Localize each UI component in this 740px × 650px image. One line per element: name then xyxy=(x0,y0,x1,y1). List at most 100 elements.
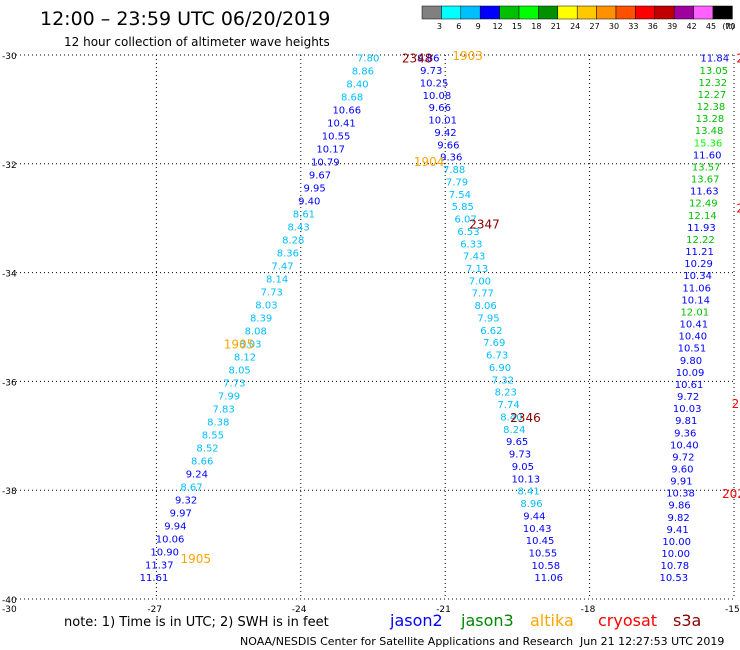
swh-value: 10.25 xyxy=(420,78,449,89)
swh-value: 6.90 xyxy=(489,363,511,374)
satellite-legend-cryosat: cryosat xyxy=(598,611,657,630)
colorbar: 3 6 9 12 15 18 21 24 27 30 33 36 39 42 45 70(ft) xyxy=(421,5,735,31)
swh-value: 9.73 xyxy=(420,66,442,77)
swh-value: 10.34 xyxy=(683,271,712,282)
colorbar-unit: (ft) xyxy=(722,22,734,31)
swh-value: 9.05 xyxy=(512,462,534,473)
swh-value: 9.95 xyxy=(304,184,326,195)
colorbar-swatch xyxy=(460,5,481,20)
satellite-legend-jason3: jason3 xyxy=(460,611,514,630)
swh-value: 9.82 xyxy=(667,513,689,524)
swh-value: 9.72 xyxy=(677,392,699,403)
swh-value: 8.40 xyxy=(500,412,522,423)
swh-value: 11.61 xyxy=(140,573,169,584)
pass-time-label: 2026 xyxy=(736,201,740,215)
colorbar-swatch xyxy=(538,5,559,20)
swh-value: 11.06 xyxy=(682,283,711,294)
swh-value: 6.07 xyxy=(454,215,476,226)
swh-value: 8.03 xyxy=(239,339,261,350)
swh-value: 10.41 xyxy=(327,119,356,130)
swh-value: 5.85 xyxy=(452,202,474,213)
swh-value: 10.79 xyxy=(311,158,340,169)
swh-value: 8.14 xyxy=(266,275,288,286)
swh-value: 13.05 xyxy=(699,66,728,77)
swh-value: 7.73 xyxy=(261,288,283,299)
swh-value: 8.12 xyxy=(234,352,256,363)
pass-time-label: 2346 xyxy=(510,411,541,425)
swh-value: 10.13 xyxy=(511,474,540,485)
swh-value: 10.43 xyxy=(523,524,552,535)
swh-value: 7.95 xyxy=(477,313,499,324)
pass-time-label: 2348 xyxy=(402,52,433,66)
swh-value: 10.38 xyxy=(666,489,695,500)
swh-value: 10.00 xyxy=(662,537,691,548)
colorbar-swatch xyxy=(499,5,520,20)
swh-value: 8.67 xyxy=(180,482,202,493)
swh-value: 8.96 xyxy=(520,499,542,510)
swh-value: 10.08 xyxy=(423,91,452,102)
colorbar-label: 70 xyxy=(725,22,735,31)
swh-value: 10.41 xyxy=(679,320,708,331)
swh-value: 8.03 xyxy=(255,300,277,311)
colorbar-label: 24 xyxy=(570,22,580,31)
swh-value: 11.37 xyxy=(145,560,174,571)
swh-value: 9.65 xyxy=(506,437,528,448)
colorbar-swatch xyxy=(615,5,636,20)
swh-value: 8.41 xyxy=(517,487,539,498)
swh-value: 10.58 xyxy=(532,561,561,572)
swh-value: 7.99 xyxy=(218,391,240,402)
colorbar-label: 42 xyxy=(687,22,697,31)
colorbar-label: 3 xyxy=(437,22,442,31)
colorbar-swatch xyxy=(596,5,617,20)
swh-value: 6.73 xyxy=(486,351,508,362)
swh-value: 7.00 xyxy=(469,276,491,287)
swh-value: 7.54 xyxy=(449,190,471,201)
pass-time-label: 1903 xyxy=(452,49,483,63)
x-tick-label: -18 xyxy=(581,605,596,615)
legend-note: note: 1) Time is in UTC; 2) SWH is in fe… xyxy=(64,615,329,630)
swh-value: 10.29 xyxy=(684,259,713,270)
y-tick-labels: -30 -32 -34 -36 -38 -40 xyxy=(2,52,17,606)
swh-value: 9.60 xyxy=(671,465,693,476)
swh-value: 11.63 xyxy=(690,187,719,198)
swh-value: 13.67 xyxy=(691,175,720,186)
y-tick-label: -32 xyxy=(2,161,17,171)
swh-value: 9.80 xyxy=(680,356,702,367)
swh-value: 10.00 xyxy=(661,549,690,560)
swh-value: 8.52 xyxy=(196,443,218,454)
colorbar-label: 15 xyxy=(512,22,522,31)
pass-time-label: 2026 xyxy=(736,52,740,66)
swh-value: 10.61 xyxy=(675,380,704,391)
swh-value: 7.80 xyxy=(357,54,379,65)
footer-credit: NOAA/NESDIS Center for Satellite Applica… xyxy=(240,635,573,648)
swh-value: 11.84 xyxy=(700,54,729,65)
swh-value: 10.14 xyxy=(681,295,710,306)
pass-time-label: 1905 xyxy=(224,337,255,351)
colorbar-label: 36 xyxy=(648,22,658,31)
swh-value: 10.66 xyxy=(332,106,361,117)
swh-value: 9.36 xyxy=(440,153,462,164)
swh-value: 9.66 xyxy=(437,140,459,151)
wave-height-values: 7.80 8.86 8.40 8.68 10.66 10.41 10.55 10.17 10.7… xyxy=(140,54,729,585)
x-tick-label: -24 xyxy=(292,605,307,615)
swh-value: 13.48 xyxy=(695,126,724,137)
colorbar-label: 21 xyxy=(551,22,561,31)
colorbar-label: 9 xyxy=(476,22,481,31)
swh-value: 10.40 xyxy=(679,332,708,343)
swh-value: 9.81 xyxy=(675,416,697,427)
x-tick-label: -30 xyxy=(2,605,17,615)
swh-value: 8.38 xyxy=(207,417,229,428)
swh-value: 7.79 xyxy=(446,177,468,188)
swh-value: 12.27 xyxy=(698,90,727,101)
swh-value: 9.41 xyxy=(667,525,689,536)
x-tick-label: -15 xyxy=(725,605,740,615)
y-tick-label: -34 xyxy=(2,270,17,280)
swh-value: 9.44 xyxy=(523,511,545,522)
swh-value: 8.61 xyxy=(293,210,315,221)
swh-value: 9.86 xyxy=(417,54,439,65)
colorbar-swatch xyxy=(421,5,442,20)
colorbar-swatch xyxy=(557,5,578,20)
swh-value: 8.68 xyxy=(341,93,363,104)
swh-value: 9.24 xyxy=(186,469,208,480)
swh-value: 9.40 xyxy=(298,197,320,208)
